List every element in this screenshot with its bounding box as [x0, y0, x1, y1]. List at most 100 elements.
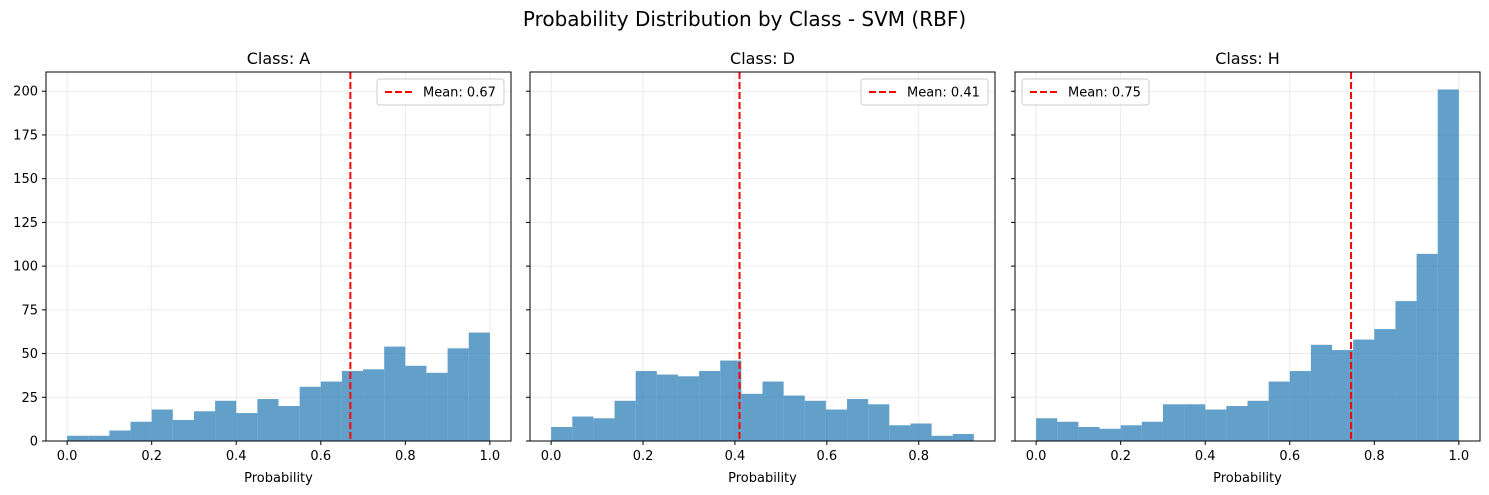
legend-box: [376, 78, 505, 106]
histogram-bar: [677, 376, 700, 441]
x-tick-label: 0.8: [908, 449, 929, 464]
x-tick-label: 0.0: [1026, 449, 1047, 464]
histogram-bar: [699, 371, 721, 441]
y-tick-label: 25: [21, 391, 38, 406]
histogram-bar: [1078, 427, 1100, 441]
histogram-bar: [109, 430, 131, 441]
legend-label: Mean: 0.67: [423, 86, 496, 101]
axes-frame: [45, 71, 512, 442]
histogram-bar: [1395, 301, 1417, 441]
histogram-bar: [1205, 409, 1227, 441]
histogram-bar: [572, 416, 594, 441]
legend-box: [1021, 78, 1150, 106]
x-tick-label: 0.4: [725, 449, 746, 464]
y-tick-label: 125: [13, 216, 38, 231]
histogram-bar: [67, 435, 89, 441]
histogram-bar: [551, 427, 573, 441]
histogram-bar: [1310, 344, 1333, 441]
x-tick-label: 0.6: [1279, 449, 1300, 464]
legend: Mean: 0.41: [860, 78, 989, 106]
histogram-bar: [320, 381, 342, 441]
histogram-bar: [1036, 418, 1058, 441]
histogram-bar: [447, 348, 469, 441]
histogram-bar: [236, 413, 258, 441]
histogram-bar: [804, 400, 826, 441]
histogram-bar: [193, 411, 216, 441]
histogram-bar: [215, 400, 237, 441]
histogram-bar: [783, 395, 805, 441]
y-tick-label: 0: [30, 435, 38, 450]
histogram-bar: [172, 420, 194, 441]
x-tick-label: 0.0: [541, 449, 562, 464]
histogram-bar: [1099, 428, 1121, 441]
x-tick-label: 1.0: [1449, 449, 1470, 464]
histogram-bar: [1141, 421, 1163, 441]
histogram-bar: [1353, 339, 1375, 441]
x-tick-label: 0.2: [141, 449, 162, 464]
y-tick-label: 100: [13, 260, 38, 275]
y-tick-label: 150: [13, 172, 38, 187]
histogram-bar: [384, 346, 406, 441]
legend: Mean: 0.75: [1021, 78, 1150, 106]
histogram-bar: [825, 409, 848, 441]
x-tick-label: 1.0: [480, 449, 501, 464]
histogram-bar: [1247, 400, 1269, 441]
histogram-bar: [1437, 89, 1459, 441]
chart-panel-2: 0.0 0.2 0.4 0.6 0.8 Class: D Probability Mean: …: [526, 49, 996, 486]
histogram-bar: [847, 399, 869, 441]
histogram-bar: [635, 371, 657, 441]
histogram-bar: [130, 421, 152, 441]
histogram-bar: [1057, 421, 1079, 441]
histogram-bar: [257, 399, 279, 441]
x-tick-label: 0.6: [310, 449, 331, 464]
axes-frame: [529, 71, 996, 442]
histogram-bar: [278, 406, 300, 441]
x-tick-label: 0.4: [226, 449, 247, 464]
histogram-bar: [1416, 253, 1438, 441]
x-tick-label: 0.2: [633, 449, 654, 464]
panel-title: Class: D: [730, 49, 795, 68]
histogram-bar: [762, 381, 784, 441]
figure-title: Probability Distribution by Class - SVM …: [523, 7, 966, 31]
y-tick-label: 50: [21, 347, 38, 362]
histogram-bar: [720, 360, 742, 441]
axes-frame: [1014, 71, 1481, 442]
histogram-bar: [1184, 404, 1206, 441]
chart-panel-3: 0.0 0.2 0.4 0.6 0.8 1.0 Class: H Probability Mea…: [1011, 49, 1481, 486]
legend-label: Mean: 0.41: [907, 86, 980, 101]
histogram-bar: [151, 409, 173, 441]
x-tick-label: 0.8: [395, 449, 416, 464]
y-tick-label: 175: [13, 128, 38, 143]
histogram-bar: [468, 332, 490, 441]
histogram-bar: [299, 386, 321, 441]
x-tick-label: 0.0: [57, 449, 78, 464]
panel-title: Class: A: [247, 49, 311, 68]
histogram-bar: [363, 369, 385, 441]
x-axis-label: Probability: [728, 471, 797, 486]
histogram-bar: [1289, 371, 1311, 441]
y-tick-label: 75: [21, 303, 38, 318]
histogram-bar: [910, 423, 932, 441]
legend-box: [860, 78, 989, 106]
histogram-bar: [1268, 381, 1290, 441]
histogram-bar: [656, 374, 678, 441]
histogram-bar: [593, 418, 615, 441]
x-axis-label: Probability: [1213, 471, 1282, 486]
histogram-bar: [426, 372, 448, 441]
histogram-bar: [931, 435, 953, 441]
x-tick-label: 0.6: [816, 449, 837, 464]
histogram-bar: [1374, 329, 1396, 441]
histogram-bar: [868, 404, 890, 441]
histogram-bar: [1120, 425, 1142, 441]
histogram-bar: [1226, 406, 1248, 441]
x-tick-label: 0.2: [1110, 449, 1131, 464]
histogram-bar: [952, 434, 974, 441]
chart-panel-1: 0.0 0.2 0.4 0.6 0.8 1.0 0 25 50 75 100 125 150 175 200…: [13, 49, 512, 486]
histogram-bar: [341, 371, 364, 441]
y-tick-label: 200: [13, 85, 38, 100]
histogram-bar: [1162, 404, 1185, 441]
panel-title: Class: H: [1215, 49, 1280, 68]
x-tick-label: 0.8: [1364, 449, 1385, 464]
x-axis-label: Probability: [244, 471, 313, 486]
